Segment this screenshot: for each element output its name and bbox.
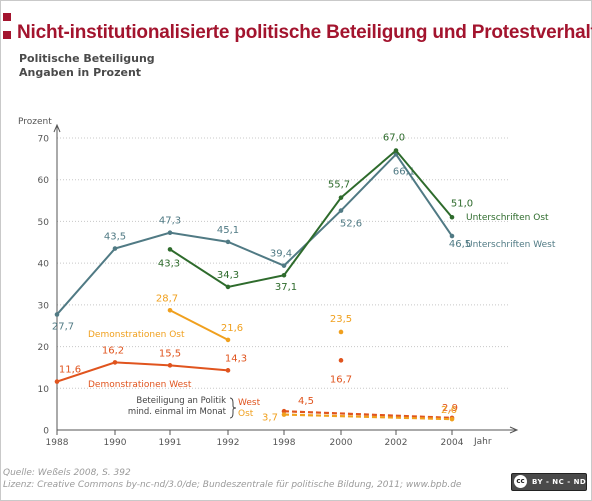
chart-subtitle-unit: Angaben in Prozent bbox=[19, 66, 142, 79]
data-label-demonstrationen-ost: 28,7 bbox=[156, 293, 178, 304]
data-label-ost: 3,7 bbox=[262, 413, 278, 424]
y-tick-label: 50 bbox=[38, 218, 50, 228]
y-tick-label: 70 bbox=[38, 135, 50, 145]
data-point-unterschriften-ost bbox=[225, 284, 231, 290]
data-point-unterschriften-ost bbox=[393, 148, 399, 153]
x-tick-label: 1991 bbox=[159, 438, 182, 448]
data-label-demonstrationen-west: 14,3 bbox=[225, 353, 247, 364]
source-note: Quelle: Weßels 2008, S. 392 bbox=[3, 468, 131, 478]
data-label-west: 4,5 bbox=[298, 396, 314, 407]
data-label-ost: 2,6 bbox=[441, 405, 457, 416]
data-point-demonstrationen-west bbox=[338, 358, 344, 363]
x-tick-label: 1992 bbox=[217, 438, 240, 448]
annotation-brace bbox=[229, 397, 237, 419]
legend-unterschriften-west: Unterschriften West bbox=[466, 240, 556, 250]
x-tick-label: 1988 bbox=[46, 438, 69, 448]
data-point-ost bbox=[449, 416, 455, 422]
data-label-unterschriften-west: 43,5 bbox=[104, 232, 126, 243]
header-square-top bbox=[3, 13, 11, 21]
data-label-unterschriften-west: 66,1 bbox=[393, 166, 415, 177]
data-label-unterschriften-ost: 34,3 bbox=[217, 270, 239, 281]
data-point-unterschriften-ost bbox=[281, 272, 287, 278]
y-tick-label: 10 bbox=[38, 385, 50, 395]
data-label-unterschriften-west: 27,7 bbox=[52, 321, 74, 332]
y-tick-label: 20 bbox=[38, 343, 50, 353]
cc-license-badge[interactable]: cc BY - NC - ND bbox=[511, 473, 587, 491]
data-label-demonstrationen-west: 16,2 bbox=[102, 345, 124, 356]
legend-west: West bbox=[238, 398, 261, 408]
data-point-demonstrationen-west bbox=[112, 360, 118, 365]
header-square-bottom bbox=[3, 31, 11, 39]
data-label-unterschriften-west: 45,1 bbox=[217, 225, 239, 236]
data-point-unterschriften-ost bbox=[167, 247, 173, 252]
y-axis-arrow bbox=[53, 123, 61, 133]
data-point-unterschriften-west bbox=[338, 208, 344, 213]
data-label-demonstrationen-ost: 21,6 bbox=[221, 323, 243, 334]
data-label-demonstrationen-west: 16,7 bbox=[330, 374, 352, 385]
chart-title: Nicht-institutionalisierte politische Be… bbox=[17, 22, 592, 43]
series-line-unterschriften-west bbox=[56, 152, 453, 316]
data-point-unterschriften-ost bbox=[338, 195, 344, 200]
data-point-demonstrationen-west bbox=[167, 363, 173, 368]
series-line-ost bbox=[283, 413, 453, 421]
series-line-west bbox=[283, 410, 453, 420]
data-point-unterschriften-west bbox=[54, 312, 60, 317]
data-point-unterschriften-west bbox=[449, 233, 455, 239]
data-label-demonstrationen-west: 11,6 bbox=[59, 365, 81, 376]
data-label-unterschriften-ost: 55,7 bbox=[328, 180, 350, 191]
legend-ost: Ost bbox=[238, 409, 254, 419]
legend-demonstrationen-west: Demonstrationen West bbox=[88, 380, 192, 390]
x-tick-label: 1998 bbox=[273, 438, 296, 448]
cc-icon: cc bbox=[514, 475, 527, 488]
legend-unterschriften-ost: Unterschriften Ost bbox=[466, 213, 549, 223]
series-line-unterschriften-ost bbox=[169, 149, 453, 288]
cc-badge-text: BY - NC - ND bbox=[532, 478, 587, 486]
chart-subtitle: Politische Beteiligung bbox=[19, 52, 155, 65]
data-label-unterschriften-west: 52,6 bbox=[340, 219, 362, 230]
license-note: Lizenz: Creative Commons by-nc-nd/3.0/de… bbox=[3, 480, 462, 490]
x-axis-arrow bbox=[509, 426, 519, 434]
data-label-unterschriften-west: 47,3 bbox=[159, 216, 181, 227]
data-point-demonstrationen-ost bbox=[338, 329, 344, 335]
data-label-unterschriften-ost: 37,1 bbox=[275, 282, 297, 293]
data-label-unterschriften-ost: 67,0 bbox=[383, 133, 405, 144]
y-axis-title: Prozent bbox=[18, 117, 52, 127]
data-label-demonstrationen-west: 15,5 bbox=[159, 348, 181, 359]
series-line-demonstrationen-ost bbox=[169, 309, 229, 341]
data-point-unterschriften-west bbox=[112, 246, 118, 251]
line-chart: 0 10 20 30 40 50 60 70 Prozent Jahr 1988 1990 1991 19… bbox=[18, 117, 556, 448]
data-point-demonstrationen-west bbox=[225, 368, 231, 373]
data-point-unterschriften-west bbox=[281, 263, 287, 268]
legend-demonstrationen-ost: Demonstrationen Ost bbox=[88, 330, 185, 340]
x-tick-label: 2004 bbox=[441, 438, 464, 448]
x-tick-label: 2000 bbox=[330, 438, 353, 448]
data-point-unterschriften-west bbox=[167, 230, 173, 235]
x-tick-label: 2002 bbox=[385, 438, 408, 448]
y-tick-label: 40 bbox=[38, 260, 50, 270]
data-point-demonstrationen-west bbox=[54, 379, 60, 384]
annotation-politik-line1: Beteiligung an Politik bbox=[136, 396, 226, 406]
y-tick-label: 30 bbox=[38, 301, 50, 311]
x-tick-label: 1990 bbox=[104, 438, 127, 448]
data-point-demonstrationen-ost bbox=[167, 307, 173, 313]
data-label-unterschriften-ost: 43,3 bbox=[158, 258, 180, 269]
annotation-politik-line2: mind. einmal im Monat bbox=[128, 407, 227, 417]
data-label-unterschriften-ost: 51,0 bbox=[451, 198, 473, 209]
data-label-unterschriften-west: 46,5 bbox=[449, 239, 471, 250]
data-label-unterschriften-west: 39,4 bbox=[270, 249, 292, 260]
data-point-ost bbox=[281, 412, 287, 417]
data-point-unterschriften-west bbox=[225, 239, 231, 245]
data-point-west bbox=[281, 408, 287, 414]
y-tick-label: 60 bbox=[38, 176, 50, 186]
data-label-demonstrationen-ost: 23,5 bbox=[330, 314, 352, 325]
y-tick-label: 0 bbox=[43, 427, 49, 437]
x-axis-title: Jahr bbox=[473, 437, 492, 447]
series-line-demonstrationen-west bbox=[56, 361, 229, 383]
data-point-demonstrationen-ost bbox=[225, 337, 231, 343]
data-point-unterschriften-ost bbox=[449, 214, 455, 220]
data-label-west: 2,9 bbox=[442, 403, 458, 414]
